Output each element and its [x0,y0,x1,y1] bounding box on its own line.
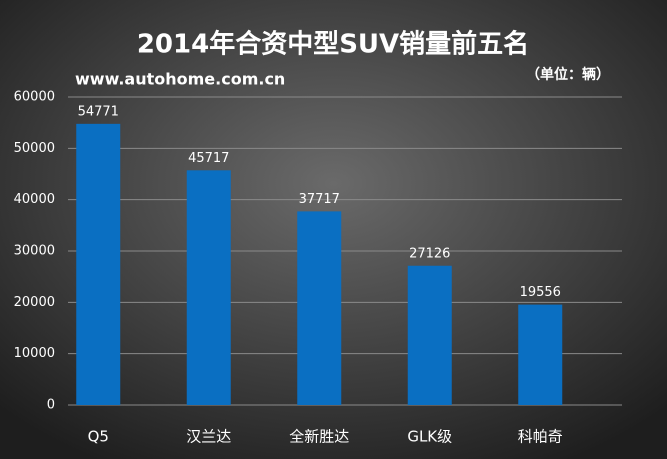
y-tick-label: 30000 [14,244,55,259]
data-label: 45717 [188,151,229,166]
y-tick-label: 20000 [14,295,55,310]
x-tick-label: 汉兰达 [186,428,231,446]
bar [76,123,121,406]
x-tick-label: Q5 [88,428,109,446]
y-tick-label: 50000 [14,141,55,156]
x-tick-label: 科帕奇 [518,428,563,446]
y-tick-label: 60000 [14,90,55,105]
unit-note: （单位：辆） [526,66,610,83]
bar [518,304,563,405]
y-tick-label: 40000 [14,192,55,207]
bar [186,170,231,405]
subtitle: www.autohome.com.cn [75,70,285,89]
bar [407,265,452,405]
x-tick-label: GLK级 [407,428,452,446]
y-tick-label: 0 [47,398,55,413]
x-tick-label: 全新胜达 [289,428,349,446]
y-tick-label: 10000 [14,346,55,361]
data-label: 54771 [78,104,119,119]
data-label: 19556 [520,285,561,300]
data-label: 37717 [299,192,340,207]
bar [297,211,342,405]
chart-title: 2014年合资中型SUV销量前五名 [137,29,529,60]
data-label: 27126 [409,246,450,261]
